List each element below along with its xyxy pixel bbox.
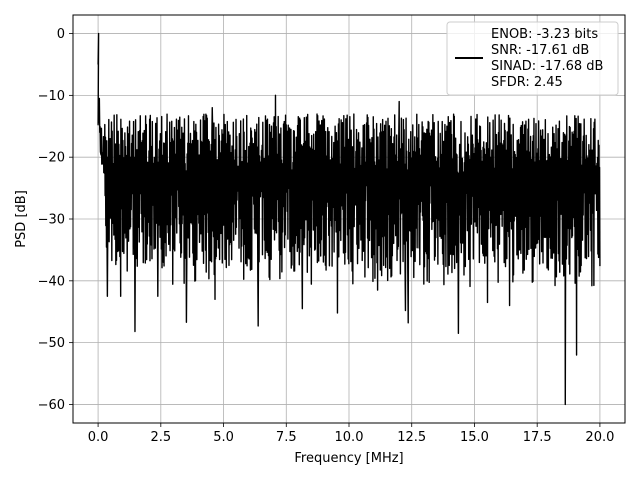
x-tick-label: 17.5	[523, 430, 552, 445]
x-tick-label: 0.0	[88, 430, 109, 445]
y-tick-label: −60	[38, 398, 65, 413]
x-tick-label: 20.0	[585, 430, 614, 445]
y-tick-label: 0	[57, 27, 65, 42]
x-axis-title: Frequency [MHz]	[294, 451, 403, 466]
y-tick-label: −30	[38, 213, 65, 228]
y-axis-title: PSD [dB]	[14, 190, 29, 248]
x-tick-label: 5.0	[213, 430, 234, 445]
legend-box	[446, 21, 619, 96]
y-tick-label: −20	[38, 151, 65, 166]
legend-sinad: SINAD: -17.68 dB	[491, 59, 603, 74]
x-tick-label: 2.5	[150, 430, 171, 445]
legend: ENOB: -3.23 bits SNR: -17.61 dB SINAD: -…	[446, 21, 619, 96]
x-tick-label: 15.0	[460, 430, 489, 445]
psd-line	[97, 32, 601, 406]
y-tick-label: −50	[38, 336, 65, 351]
x-tick-label: 12.5	[397, 430, 426, 445]
legend-enob: ENOB: -3.23 bits	[491, 27, 598, 42]
y-tick-label: −40	[38, 274, 65, 289]
legend-snr: SNR: -17.61 dB	[491, 43, 589, 58]
x-tick-label: 7.5	[276, 430, 297, 445]
axis-ticks	[69, 33, 601, 427]
tick-labels: 0.0 2.5 5.0 7.5 10.0 12.5 15.0 17.5 20.0 0 −10 −20 −…	[38, 27, 615, 445]
legend-sfdr: SFDR: 2.45	[491, 75, 563, 90]
y-tick-label: −10	[38, 89, 65, 104]
psd-series	[97, 32, 601, 406]
x-tick-label: 10.0	[335, 430, 364, 445]
